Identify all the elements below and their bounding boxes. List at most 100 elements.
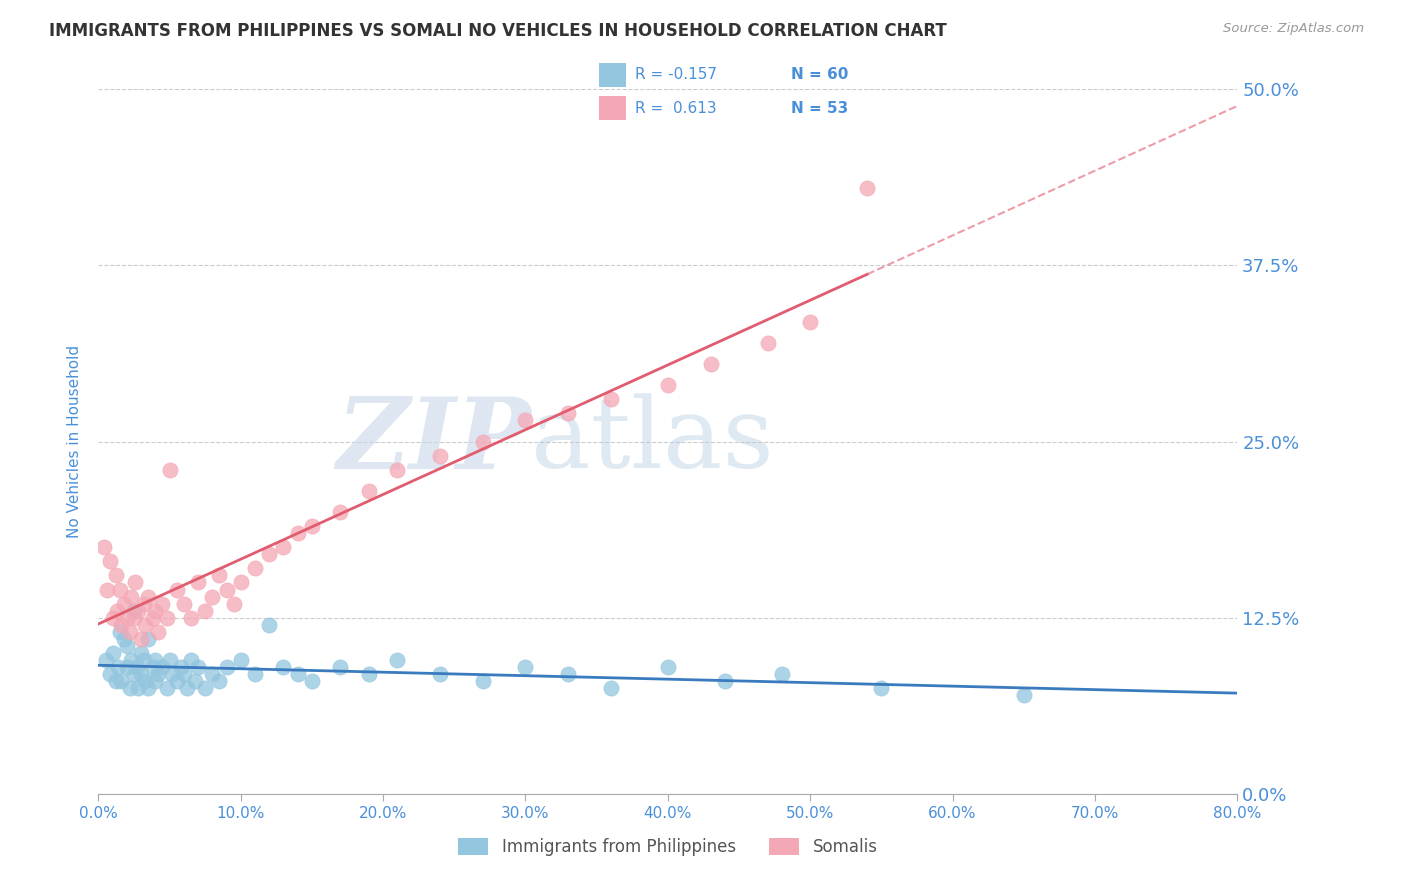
Text: ZIP: ZIP — [336, 393, 531, 490]
Point — [287, 667, 309, 681]
Point — [120, 590, 142, 604]
Point — [112, 632, 135, 646]
Point — [94, 653, 117, 667]
Point — [115, 610, 138, 624]
Point — [148, 667, 170, 681]
Point — [98, 667, 121, 681]
Point — [357, 483, 380, 498]
Point — [870, 681, 893, 696]
Point — [471, 674, 494, 689]
Legend: Immigrants from Philippines, Somalis: Immigrants from Philippines, Somalis — [451, 831, 884, 863]
Point — [156, 681, 179, 696]
Text: Source: ZipAtlas.com: Source: ZipAtlas.com — [1223, 22, 1364, 36]
Point — [170, 660, 193, 674]
Point — [1012, 688, 1035, 702]
Point — [141, 610, 163, 624]
Point — [301, 519, 323, 533]
Point — [194, 681, 217, 696]
Point — [132, 597, 155, 611]
Point — [180, 610, 202, 624]
Point — [222, 597, 245, 611]
Point — [145, 653, 167, 667]
Point — [429, 449, 451, 463]
Point — [159, 463, 181, 477]
Point — [208, 568, 231, 582]
Point — [162, 667, 184, 681]
Point — [173, 597, 195, 611]
Point — [132, 653, 155, 667]
Point — [229, 575, 252, 590]
Point — [184, 674, 207, 689]
Point — [118, 681, 141, 696]
Point — [856, 181, 879, 195]
Point — [259, 547, 281, 561]
Point — [115, 660, 138, 674]
Point — [201, 667, 224, 681]
Point — [180, 653, 202, 667]
Point — [187, 575, 209, 590]
Point — [96, 582, 118, 597]
Point — [657, 378, 679, 392]
Point — [557, 667, 579, 681]
FancyBboxPatch shape — [599, 96, 626, 120]
Point — [657, 660, 679, 674]
Text: R =  0.613: R = 0.613 — [636, 101, 717, 116]
Point — [273, 660, 295, 674]
Point — [104, 568, 127, 582]
Point — [208, 674, 231, 689]
Point — [329, 660, 352, 674]
Point — [110, 674, 132, 689]
Point — [156, 610, 179, 624]
Point — [120, 653, 142, 667]
Point — [471, 434, 494, 449]
Point — [201, 590, 224, 604]
Point — [187, 660, 209, 674]
FancyBboxPatch shape — [599, 62, 626, 87]
Point — [134, 617, 156, 632]
Point — [515, 413, 537, 427]
Point — [159, 653, 181, 667]
Point — [152, 660, 174, 674]
Point — [107, 660, 129, 674]
Point — [136, 590, 159, 604]
Point — [101, 646, 124, 660]
Point — [145, 604, 167, 618]
Point — [141, 660, 163, 674]
Point — [129, 667, 152, 681]
Point — [136, 681, 159, 696]
Point — [243, 667, 266, 681]
Point — [173, 667, 195, 681]
Point — [215, 582, 238, 597]
Point — [229, 653, 252, 667]
Point — [770, 667, 793, 681]
Point — [108, 582, 131, 597]
Point — [122, 604, 145, 618]
Point — [287, 526, 309, 541]
Point — [98, 554, 121, 568]
Point — [93, 541, 115, 555]
Point — [301, 674, 323, 689]
Point — [756, 335, 779, 350]
Point — [101, 610, 124, 624]
Point — [176, 681, 198, 696]
Point — [600, 681, 623, 696]
Point — [387, 653, 409, 667]
Point — [166, 582, 188, 597]
Point — [357, 667, 380, 681]
Point — [166, 674, 188, 689]
Point — [122, 667, 145, 681]
Point — [127, 604, 149, 618]
Point — [115, 639, 138, 653]
Point — [129, 632, 152, 646]
Point — [105, 604, 128, 618]
Point — [243, 561, 266, 575]
Y-axis label: No Vehicles in Household: No Vehicles in Household — [67, 345, 83, 538]
Point — [600, 392, 623, 407]
Point — [557, 406, 579, 420]
Point — [215, 660, 238, 674]
Point — [148, 624, 170, 639]
Point — [104, 674, 127, 689]
Point — [129, 646, 152, 660]
Point — [714, 674, 737, 689]
Point — [515, 660, 537, 674]
